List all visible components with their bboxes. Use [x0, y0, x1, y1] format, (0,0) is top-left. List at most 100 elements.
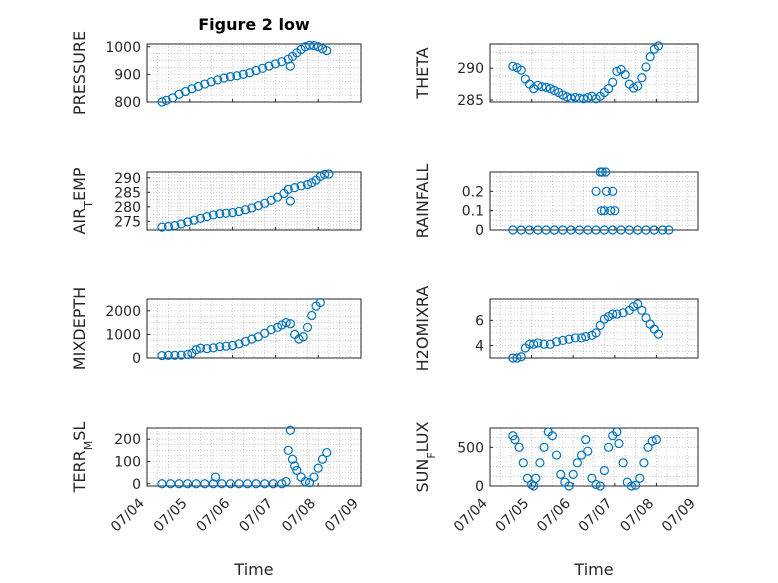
subplot-pressure: 800 900 1000 PRESSURE Figure 2 low	[70, 15, 362, 115]
x-tick-label: 07/06	[194, 495, 234, 535]
data-point	[583, 446, 593, 456]
data-point	[603, 442, 614, 452]
data-point	[595, 481, 605, 491]
data-point	[635, 473, 645, 483]
x-tick-label: 07/09	[322, 496, 362, 536]
data-point	[253, 201, 263, 211]
data-point	[612, 427, 622, 437]
data-point	[215, 209, 225, 219]
data-point	[653, 329, 664, 339]
data-point	[240, 336, 251, 347]
data-point	[300, 42, 310, 52]
data-point	[545, 339, 555, 349]
data-point	[315, 297, 325, 308]
data-point	[302, 322, 313, 332]
data-point	[245, 68, 255, 78]
data-point	[649, 324, 659, 334]
y-tick-label: 2000	[105, 304, 141, 320]
data-point	[510, 435, 520, 445]
data-point	[597, 167, 607, 177]
data-point	[641, 62, 651, 72]
data-point	[176, 219, 186, 229]
data-point	[599, 465, 610, 476]
data-point	[551, 450, 562, 460]
data-point	[591, 328, 601, 338]
data-point	[302, 179, 313, 190]
data-point	[202, 343, 212, 354]
data-point	[187, 84, 197, 94]
data-point	[322, 46, 332, 56]
data-point	[270, 59, 280, 69]
data-point	[581, 332, 591, 342]
data-point	[641, 313, 651, 323]
y-axis-label: RAINFALL	[413, 164, 432, 239]
data-point	[599, 206, 610, 216]
y-tick-label: 6	[475, 313, 484, 329]
data-point	[612, 309, 622, 319]
data-point	[206, 77, 216, 87]
data-point	[292, 465, 302, 475]
data-point	[247, 334, 257, 344]
data-point	[545, 84, 555, 94]
data-point	[281, 318, 291, 328]
data-point	[541, 82, 551, 92]
subplot-terr_msl: 0 100 200 07/04 07/05 07/06 07/07 07/08 07/09 TER…	[70, 422, 362, 579]
data-point	[157, 222, 167, 232]
data-point	[647, 436, 657, 446]
data-point	[157, 97, 167, 107]
data-point	[221, 208, 231, 218]
data-point	[558, 335, 568, 346]
y-axis-label: H2OMIXRA	[413, 286, 432, 372]
data-point	[215, 342, 225, 352]
data-point	[234, 206, 244, 217]
data-point	[225, 479, 236, 489]
data-point	[320, 169, 330, 179]
x-tick-label: 07/07	[576, 496, 616, 536]
x-axis-label: Time	[233, 560, 273, 579]
data-point	[664, 225, 674, 235]
data-point	[606, 206, 616, 216]
data-point	[309, 41, 319, 51]
data-point	[608, 309, 618, 319]
data-point	[219, 73, 229, 83]
data-point	[516, 352, 526, 362]
data-point	[558, 90, 568, 100]
data-point	[285, 425, 295, 435]
axes-box	[146, 171, 362, 231]
data-point	[591, 479, 601, 490]
data-point	[191, 479, 201, 489]
data-point	[596, 206, 607, 216]
data-point	[658, 225, 668, 235]
axes-box	[146, 43, 362, 103]
data-point	[608, 77, 618, 87]
data-point	[285, 319, 295, 329]
x-tick-label: 07/06	[534, 495, 574, 535]
data-point	[202, 212, 212, 222]
data-point	[317, 44, 328, 54]
x-tick-label: 07/05	[151, 496, 191, 536]
data-point	[518, 458, 528, 468]
data-point	[264, 61, 274, 71]
data-point	[174, 479, 184, 489]
data-point	[549, 85, 560, 96]
y-tick-label: 280	[114, 200, 141, 216]
data-point	[643, 442, 653, 452]
data-point	[191, 345, 201, 355]
y-tick-label: 0	[132, 477, 141, 493]
data-point	[317, 454, 328, 464]
data-point	[603, 84, 614, 94]
data-point	[576, 333, 587, 343]
data-point	[645, 319, 655, 329]
y-tick-label: 1000	[105, 40, 141, 56]
data-point	[257, 63, 268, 73]
data-point	[163, 221, 173, 232]
subplot-theta: 285 290 THETA	[413, 41, 699, 109]
y-tick-label: 290	[457, 61, 484, 77]
data-point	[283, 445, 293, 455]
y-tick-label: 275	[114, 214, 141, 230]
data-point	[514, 442, 524, 452]
data-point	[315, 171, 325, 181]
data-point	[234, 479, 244, 489]
data-point	[526, 479, 537, 490]
